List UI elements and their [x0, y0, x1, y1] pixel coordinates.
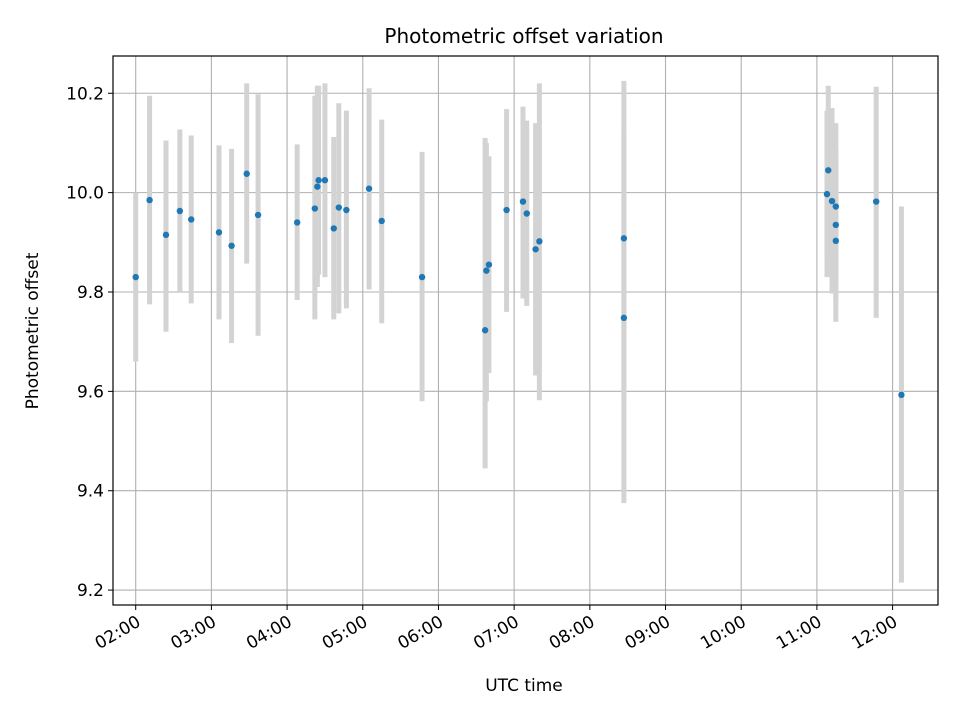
data-point	[215, 229, 223, 236]
data-point	[481, 327, 489, 334]
data-point	[254, 211, 262, 219]
data-point	[832, 203, 840, 210]
x-tick-label: 06:00	[395, 612, 447, 654]
data-point	[503, 206, 510, 214]
data-point	[321, 177, 329, 184]
data-point	[832, 221, 840, 229]
data-point	[365, 185, 373, 192]
chart-title: Photometric offset variation	[384, 24, 663, 48]
data-point	[523, 210, 530, 217]
x-tick-label: 04:00	[243, 612, 295, 654]
data-point	[620, 235, 628, 242]
data-point	[519, 198, 527, 205]
data-point	[314, 183, 321, 190]
data-point	[293, 219, 301, 226]
data-point	[343, 206, 350, 214]
y-tick-label: 9.8	[77, 283, 104, 303]
x-axis-label: UTC time	[485, 676, 563, 696]
y-axis-ticks: 9.2 9.4 9.6 9.8 10.0 10.2	[66, 84, 113, 601]
data-point	[378, 217, 385, 225]
data-points	[132, 167, 905, 399]
data-point	[823, 190, 831, 198]
data-point	[898, 391, 905, 399]
x-tick-label: 11:00	[773, 612, 825, 654]
data-point	[620, 314, 628, 322]
y-tick-label: 9.6	[77, 382, 104, 402]
x-tick-label: 12:00	[849, 612, 901, 654]
x-tick-label: 09:00	[622, 612, 674, 654]
y-axis-label: Photometric offset	[23, 252, 43, 409]
data-point	[315, 177, 322, 184]
data-point	[483, 267, 490, 274]
y-tick-label: 9.4	[77, 482, 104, 502]
y-tick-label: 10.0	[66, 184, 104, 204]
data-point	[243, 170, 250, 177]
data-point	[536, 238, 543, 245]
data-point	[311, 205, 319, 212]
data-point	[228, 242, 235, 249]
data-point	[832, 237, 840, 245]
data-point	[335, 204, 343, 211]
plot-area-frame	[112, 55, 939, 606]
y-tick-label: 9.2	[77, 581, 104, 601]
data-point	[188, 216, 195, 223]
data-point	[872, 198, 880, 205]
data-point	[330, 225, 337, 232]
data-point	[146, 196, 153, 204]
x-tick-label: 05:00	[319, 612, 371, 654]
data-point	[485, 261, 493, 268]
data-point	[162, 231, 170, 239]
data-point	[828, 197, 836, 205]
error-bars	[133, 80, 904, 583]
x-axis-ticks: 02:00 03:00 04:00 05:00 06:00 07:00 08:00 09:00…	[92, 605, 901, 654]
data-point	[418, 273, 426, 281]
x-tick-label: 03:00	[167, 612, 219, 654]
data-point	[825, 167, 832, 174]
data-point	[176, 207, 184, 215]
x-tick-label: 02:00	[92, 612, 144, 654]
data-point	[132, 273, 139, 281]
x-tick-label: 07:00	[470, 612, 522, 654]
grid	[113, 56, 938, 605]
y-tick-label: 10.2	[66, 84, 104, 104]
data-point	[532, 246, 539, 253]
x-tick-label: 10:00	[697, 612, 749, 654]
x-tick-label: 08:00	[546, 612, 598, 654]
